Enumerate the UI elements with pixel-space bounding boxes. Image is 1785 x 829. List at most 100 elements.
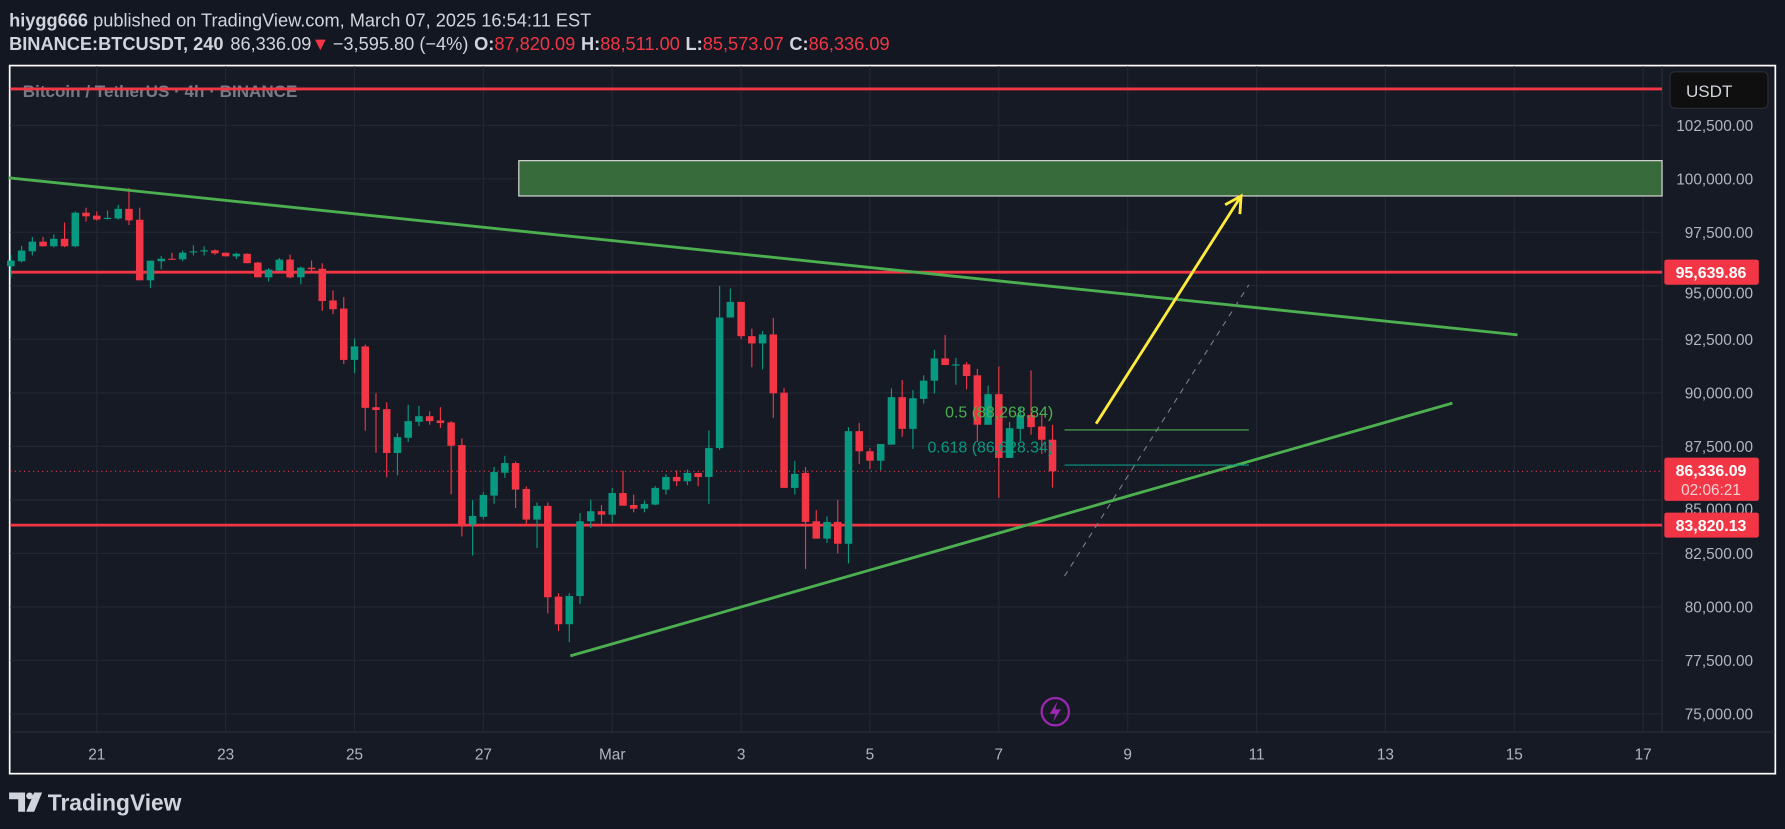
candle bbox=[490, 466, 498, 504]
price-axis[interactable]: 102,500.00 100,000.00 97,500.00 95,000.00 92… bbox=[1676, 118, 1753, 724]
candle-body bbox=[941, 358, 949, 366]
candle bbox=[672, 470, 681, 487]
footer-logo-text: TradingView bbox=[48, 790, 182, 816]
candle-body bbox=[758, 334, 767, 344]
candle bbox=[28, 236, 37, 256]
candle-body bbox=[157, 258, 165, 262]
candle-body bbox=[833, 521, 842, 544]
candle-body bbox=[39, 241, 47, 247]
candle bbox=[544, 502, 552, 614]
tv-logo-icon bbox=[9, 792, 26, 812]
time-axis[interactable]: 21 23 25 27 Mar 3 5 7 9 11 13 15 17 bbox=[88, 746, 1651, 763]
level-price-badge bbox=[1664, 259, 1759, 285]
time-tick-label: 11 bbox=[1249, 746, 1265, 763]
candle bbox=[264, 268, 273, 282]
lightning-icon[interactable] bbox=[1040, 696, 1071, 727]
candle-body bbox=[1048, 439, 1057, 472]
candle bbox=[898, 380, 906, 437]
candle-body bbox=[973, 375, 982, 425]
candle bbox=[372, 393, 380, 453]
candle bbox=[286, 254, 294, 279]
candle-body bbox=[447, 422, 455, 446]
candle-body bbox=[855, 431, 863, 452]
candle-body bbox=[93, 215, 101, 220]
candle bbox=[93, 211, 101, 221]
candle-body bbox=[297, 267, 305, 278]
candle-body bbox=[522, 488, 531, 520]
candle bbox=[221, 252, 230, 257]
candle bbox=[973, 368, 982, 443]
candle bbox=[801, 467, 810, 570]
candle bbox=[1048, 424, 1057, 488]
candle-body bbox=[995, 394, 1003, 458]
candle bbox=[1005, 421, 1014, 458]
candle-body bbox=[651, 487, 659, 505]
price-tick-label: 75,000.00 bbox=[1685, 707, 1753, 724]
candle bbox=[382, 402, 391, 478]
candle bbox=[60, 222, 69, 248]
candle-body bbox=[801, 472, 810, 522]
candle-body bbox=[393, 437, 402, 454]
candle-body bbox=[672, 476, 681, 482]
high-label: H: bbox=[581, 34, 600, 54]
level-price-label: 83,820.13 bbox=[1676, 518, 1747, 535]
candle bbox=[350, 338, 359, 374]
candle-body bbox=[436, 420, 445, 424]
low-label: L: bbox=[686, 34, 703, 54]
candle bbox=[833, 500, 842, 554]
candle bbox=[425, 411, 434, 425]
candle-body bbox=[715, 317, 724, 449]
candle bbox=[243, 253, 251, 264]
candle-body bbox=[586, 511, 595, 522]
candle bbox=[737, 301, 745, 339]
candle-body bbox=[952, 364, 960, 366]
candle bbox=[71, 211, 80, 248]
candle bbox=[554, 593, 563, 632]
open-label: O: bbox=[474, 34, 494, 54]
chart-watermark: Bitcoin / TetherUS · 4h · BINANCE bbox=[23, 82, 298, 101]
candle-body bbox=[608, 493, 616, 515]
candle-body bbox=[125, 208, 133, 221]
candle-body bbox=[780, 392, 788, 488]
candle-body bbox=[812, 521, 821, 539]
candle-body bbox=[501, 463, 509, 473]
bar-countdown-label: 02:06:21 bbox=[1681, 482, 1741, 499]
currency-label: USDT bbox=[1686, 82, 1733, 101]
candle-body bbox=[71, 212, 80, 247]
candle bbox=[447, 421, 455, 495]
candle-body bbox=[705, 448, 713, 477]
candle-body bbox=[726, 301, 735, 318]
price-tick-label: 77,500.00 bbox=[1685, 653, 1753, 670]
candle-body bbox=[1005, 428, 1014, 458]
candle bbox=[50, 234, 58, 248]
candle bbox=[458, 438, 466, 537]
candle bbox=[436, 407, 445, 428]
candle-body bbox=[50, 238, 58, 247]
candle-body bbox=[82, 212, 90, 217]
candle bbox=[393, 433, 402, 476]
candle bbox=[232, 252, 241, 260]
candle-body bbox=[243, 253, 251, 264]
candle-body bbox=[135, 219, 144, 281]
candle-body bbox=[866, 451, 874, 461]
candle-body bbox=[361, 346, 369, 408]
price-axis-labels: 95,639.86 83,820.13 86,336.09 02:06:21 bbox=[1664, 259, 1759, 538]
ohlc-line: BINANCE:BTCUSDT, 240 86,336.09▼ −3,595.80 … bbox=[9, 34, 890, 54]
candle-body bbox=[458, 445, 466, 525]
candle bbox=[823, 516, 831, 544]
currency-button[interactable]: USDT bbox=[1669, 71, 1769, 109]
candle bbox=[157, 255, 165, 270]
candle bbox=[887, 388, 896, 445]
candle bbox=[586, 499, 595, 529]
candle-body bbox=[919, 380, 928, 399]
candle bbox=[791, 460, 799, 495]
candle-body bbox=[565, 595, 574, 625]
candle-body bbox=[544, 505, 552, 598]
candle-body bbox=[468, 515, 477, 525]
candle-body bbox=[60, 238, 69, 247]
candle-body bbox=[307, 267, 316, 270]
time-tick-label: Mar bbox=[599, 746, 625, 763]
candle bbox=[866, 448, 874, 470]
candle bbox=[82, 207, 90, 222]
